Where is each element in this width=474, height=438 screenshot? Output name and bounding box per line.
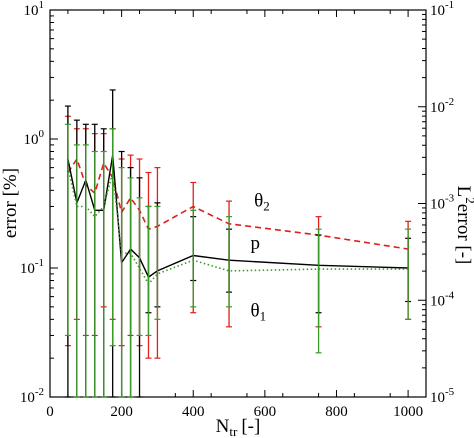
series-group xyxy=(64,115,412,359)
y-right-axis-title-l: L xyxy=(453,186,474,198)
y-left-tick-label: 10-1 xyxy=(20,257,44,277)
x-axis-title-subscript: tr xyxy=(229,424,238,438)
y-left-tick-label-exponent: 1 xyxy=(39,0,45,11)
plot-frame xyxy=(49,9,427,398)
x-tick-label: 400 xyxy=(182,404,205,420)
y-left-tick-label-base: 10 xyxy=(24,132,39,148)
series-annotation: θ1 xyxy=(251,301,267,324)
x-tick-label: 600 xyxy=(254,404,277,420)
y-right-tick-label: 10-1 xyxy=(430,0,454,19)
y-left-tick-label-base: 10 xyxy=(20,261,35,277)
x-axis-title-unit: [-] xyxy=(241,416,260,437)
y-right-axis-title: L2error [-] xyxy=(453,186,474,265)
y-right-tick-label-base: 10 xyxy=(430,293,445,309)
y-right-axis-title-superscript: 2 xyxy=(463,197,474,204)
y-right-tick-label-exponent: -5 xyxy=(445,386,455,398)
y-right-axis-title-suffix: error [-] xyxy=(453,204,474,265)
series-annotation-subscript: 2 xyxy=(263,198,270,213)
x-axis-title-main: N xyxy=(216,416,230,437)
y-right-tick-label-exponent: -3 xyxy=(445,193,455,205)
x-tick-label: 1000 xyxy=(393,404,423,420)
y-right-tick-label: 10-5 xyxy=(430,386,455,406)
y-right-tick-label: 10-2 xyxy=(430,96,454,116)
x-axis-title: Ntr [-] xyxy=(216,416,261,438)
series-annotation: θ2 xyxy=(254,190,270,213)
y-right-tick-label: 10-3 xyxy=(430,193,455,213)
x-axis-ticks: 0 200 400 600 800 1000 xyxy=(46,10,423,420)
series-annotation-subscript: 1 xyxy=(260,309,267,324)
y-right-tick-label-base: 10 xyxy=(430,390,445,406)
y-left-tick-label-exponent: 0 xyxy=(39,128,45,140)
series-group xyxy=(64,89,412,398)
y-left-tick-label: 100 xyxy=(24,128,45,148)
y-left-tick-label-exponent: -2 xyxy=(35,386,44,398)
y-right-tick-label-base: 10 xyxy=(430,100,445,116)
x-tick-label: 0 xyxy=(46,404,54,420)
series-group xyxy=(64,123,412,398)
y-right-tick-label-exponent: -2 xyxy=(445,96,454,108)
y-left-tick-label-base: 10 xyxy=(20,390,35,406)
x-tick-label: 200 xyxy=(110,404,133,420)
series-line xyxy=(67,157,409,250)
y-left-tick-label-exponent: -1 xyxy=(35,257,44,269)
y-left-axis-title: error [%] xyxy=(0,168,21,238)
y-right-tick-label-exponent: -4 xyxy=(445,289,455,301)
series-annotation-symbol: θ xyxy=(254,190,263,211)
series-annotation-symbol: p xyxy=(251,233,260,254)
y-left-tick-label: 10-2 xyxy=(20,386,44,406)
y-right-axis-ticks: 10-510-410-310-210-1 xyxy=(418,0,455,406)
series-line xyxy=(67,167,409,286)
y-right-tick-label-exponent: -1 xyxy=(445,0,454,11)
series-line xyxy=(67,154,409,279)
y-right-tick-label-base: 10 xyxy=(430,3,445,19)
y-right-tick-label-base: 10 xyxy=(430,197,445,213)
y-right-tick-label: 10-4 xyxy=(430,289,455,309)
series-annotation: p xyxy=(251,233,260,254)
x-tick-label: 800 xyxy=(325,404,348,420)
y-left-tick-label-base: 10 xyxy=(24,3,39,19)
series-annotation-symbol: θ xyxy=(251,301,260,322)
y-left-tick-label: 101 xyxy=(24,0,45,19)
series-layer xyxy=(64,89,412,398)
